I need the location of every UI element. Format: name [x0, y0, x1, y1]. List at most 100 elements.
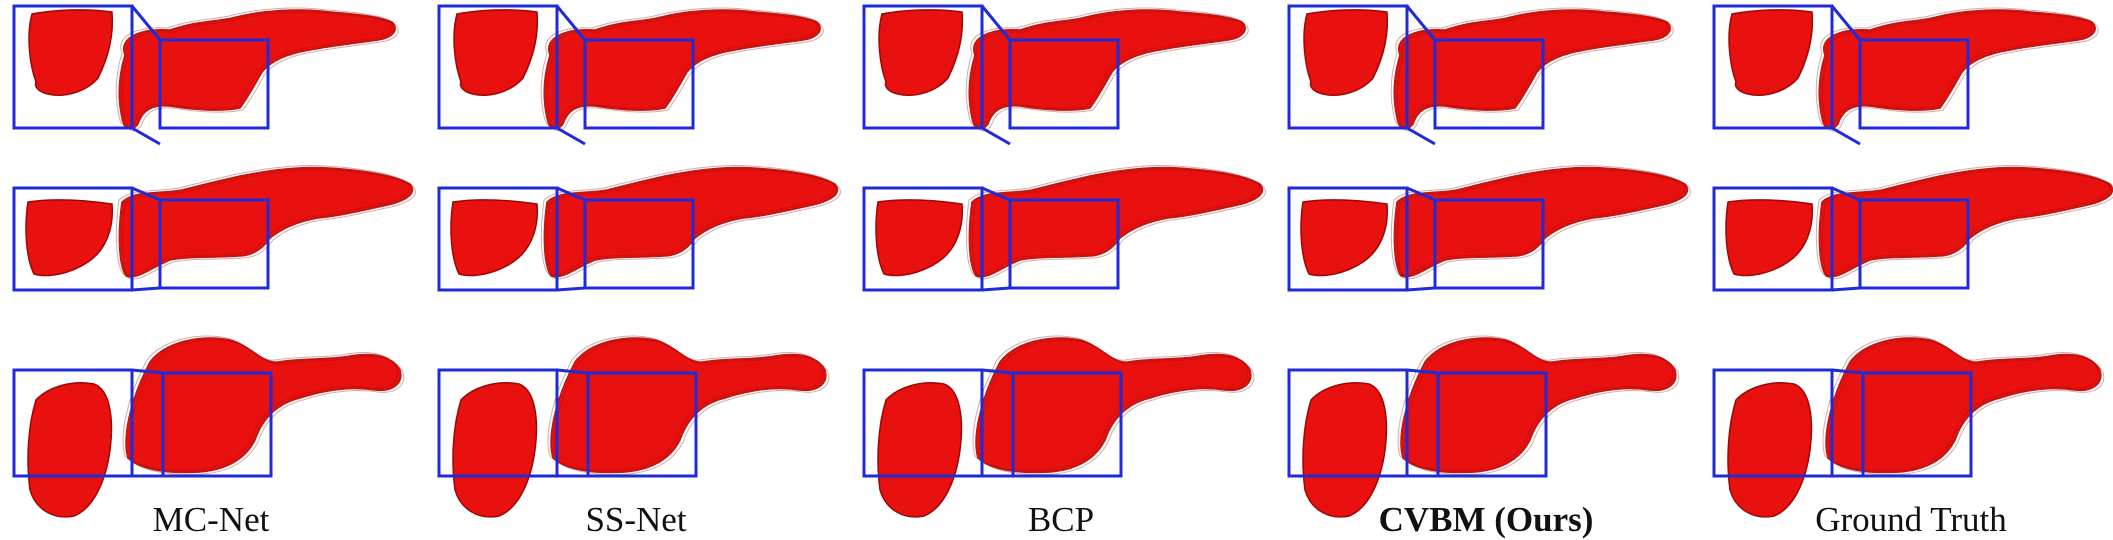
- zoomed-surface: [1303, 9, 1389, 96]
- column-cvbm-ours: CVBM (Ours): [1275, 0, 1697, 540]
- zoom-connector-line: [1405, 5, 1437, 41]
- surface-render-svg: [1712, 335, 2105, 518]
- organ-surface: [1390, 164, 1691, 280]
- zoom-inset: [1302, 382, 1388, 518]
- zoom-connector-line: [131, 186, 161, 202]
- column-ss-net: SS-Net: [425, 0, 847, 540]
- zoom-inset: [452, 382, 538, 518]
- zoom-inset: [875, 199, 964, 277]
- zoomed-surface: [452, 382, 538, 518]
- surface-render-svg: [862, 164, 1266, 292]
- inset-frame: [1712, 4, 1834, 130]
- zoomed-surface: [25, 199, 114, 277]
- zoom-region-box: [1011, 371, 1123, 478]
- zoomed-surface: [1728, 9, 1814, 96]
- zoom-connector-line: [556, 286, 586, 292]
- zoomed-surface: [453, 9, 539, 96]
- zoomed-surface: [1300, 199, 1389, 277]
- zoom-connector-line: [981, 186, 1011, 202]
- zoom-connector-line: [1830, 5, 1862, 41]
- zoom-connector-line: [981, 368, 1014, 375]
- inset-frame: [1712, 186, 1834, 292]
- organ-surface: [1822, 335, 2105, 475]
- sample-3-render: [850, 320, 1272, 518]
- zoom-connector-line: [556, 368, 589, 375]
- sample-2-render: [0, 160, 422, 320]
- zoom-connector-line: [555, 5, 587, 41]
- sample-1-render: [0, 0, 422, 160]
- zoomed-surface: [1727, 382, 1813, 518]
- zoomed-surface: [1725, 199, 1814, 277]
- inset-frame: [862, 186, 984, 292]
- inset-frame: [1712, 368, 1834, 478]
- organ-surface: [540, 164, 841, 280]
- zoom-inset: [1728, 9, 1814, 96]
- inset-frame: [437, 186, 559, 292]
- zoom-region-box: [158, 198, 270, 290]
- sample-1-render: [850, 0, 1272, 160]
- surface-render-svg: [1712, 164, 2113, 292]
- organ-surface: [122, 335, 405, 475]
- column-bcp: BCP: [850, 0, 1272, 540]
- organ-surface: [115, 164, 416, 280]
- column-caption: CVBM (Ours): [1378, 500, 1594, 539]
- zoom-inset: [25, 199, 114, 277]
- zoom-region-box: [586, 371, 698, 478]
- zoom-inset: [1727, 382, 1813, 518]
- surface-render-svg: [437, 164, 841, 292]
- zoom-region-box: [583, 198, 695, 290]
- zoom-inset: [877, 382, 963, 518]
- sample-2-render: [850, 160, 1272, 320]
- zoom-inset: [450, 199, 539, 277]
- zoomed-surface: [875, 199, 964, 277]
- zoom-inset: [1300, 199, 1389, 277]
- surface-render-svg: [862, 335, 1255, 518]
- zoom-region-box: [161, 371, 273, 478]
- zoom-connector-line: [1406, 368, 1439, 375]
- sample-1-render: [1700, 0, 2113, 160]
- surface-render-svg: [12, 335, 405, 518]
- zoom-inset: [1725, 199, 1814, 277]
- organ-surface: [1815, 164, 2113, 280]
- zoom-connector-line: [1831, 126, 1861, 146]
- sample-3-render: [1275, 320, 1697, 518]
- surface-render-svg: [1287, 4, 1674, 146]
- zoom-region-box: [1858, 38, 1970, 130]
- zoom-inset: [1303, 9, 1389, 96]
- zoom-region-box: [1433, 198, 1545, 290]
- surface-render-svg: [12, 4, 399, 146]
- surface-render-svg: [1287, 335, 1680, 518]
- zoom-connector-line: [980, 5, 1012, 41]
- zoom-connector-line: [556, 126, 586, 146]
- zoomed-surface: [1302, 382, 1388, 518]
- zoom-region-box: [1861, 371, 1973, 478]
- inset-frame: [437, 368, 559, 478]
- zoom-connector-line: [556, 186, 586, 202]
- sample-2-render: [1275, 160, 1697, 320]
- zoom-connector-line: [1831, 186, 1861, 202]
- column-caption: BCP: [1027, 500, 1095, 539]
- zoomed-surface: [450, 199, 539, 277]
- zoom-inset: [28, 9, 114, 96]
- zoom-connector-line: [131, 126, 161, 146]
- zoom-inset: [27, 382, 113, 518]
- sample-1-render: [1275, 0, 1697, 160]
- zoom-inset: [878, 9, 964, 96]
- zoom-connector-line: [131, 286, 161, 292]
- sample-3-render: [1700, 320, 2113, 518]
- inset-frame: [12, 4, 134, 130]
- zoom-region-box: [1008, 38, 1120, 130]
- organ-surface: [965, 164, 1266, 280]
- surface-render-svg: [437, 335, 830, 518]
- sample-1-render: [425, 0, 847, 160]
- zoom-connector-line: [981, 286, 1011, 292]
- sample-3-render: [425, 320, 847, 518]
- inset-frame: [1287, 4, 1409, 130]
- zoom-connector-line: [981, 126, 1011, 146]
- zoom-region-box: [583, 38, 695, 130]
- zoom-connector-line: [131, 368, 164, 375]
- surface-render-svg: [12, 164, 416, 292]
- surface-render-svg: [437, 4, 824, 146]
- column-caption: SS-Net: [585, 500, 687, 539]
- column-mc-net: MC-Net: [0, 0, 422, 540]
